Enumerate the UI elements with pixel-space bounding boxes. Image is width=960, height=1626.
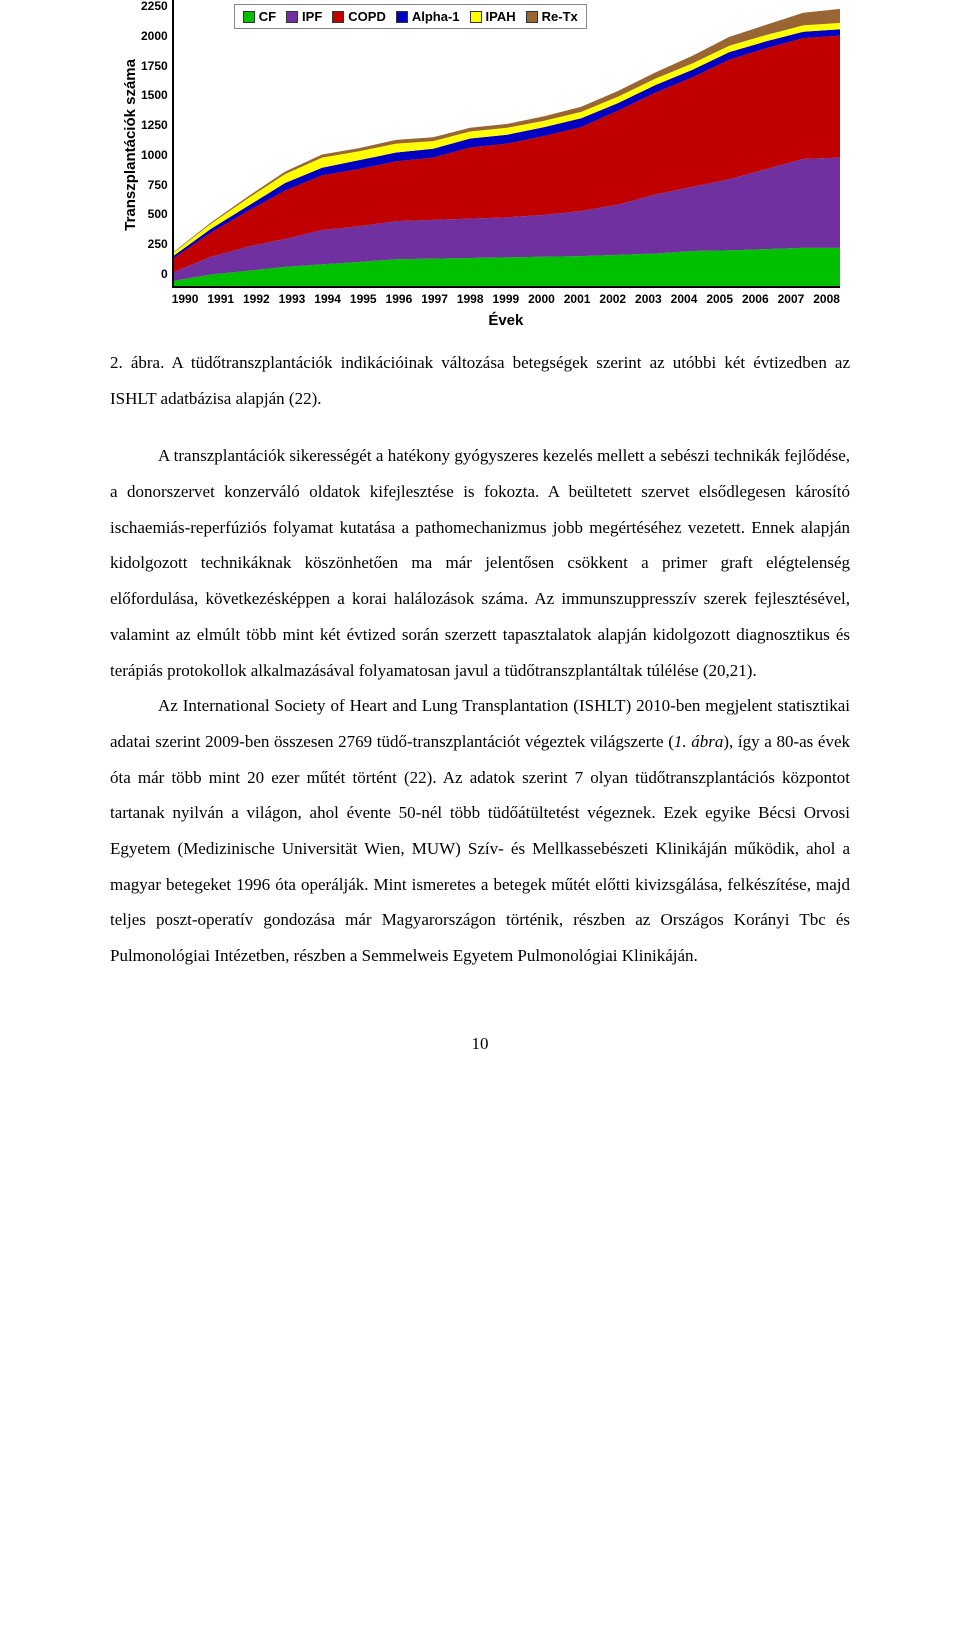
x-tick: 2004 xyxy=(671,292,698,306)
legend-item-cf: CF xyxy=(243,9,276,24)
x-tick: 1991 xyxy=(207,292,234,306)
legend-label: Alpha-1 xyxy=(412,9,460,24)
y-tick: 500 xyxy=(141,208,168,220)
chart-legend: CF IPF COPD Alpha-1 xyxy=(234,4,587,29)
x-axis-label: Évek xyxy=(172,312,840,329)
x-axis-ticks: 1990 1991 1992 1993 1994 1995 1996 1997 … xyxy=(172,288,840,306)
page-number: 10 xyxy=(110,1034,850,1054)
legend-item-ipf: IPF xyxy=(286,9,322,24)
paragraph: Az International Society of Heart and Lu… xyxy=(110,688,850,974)
legend-label: IPF xyxy=(302,9,322,24)
x-tick: 2002 xyxy=(599,292,626,306)
y-tick: 750 xyxy=(141,179,168,191)
y-tick: 0 xyxy=(141,268,168,280)
x-tick: 1999 xyxy=(492,292,519,306)
legend-label: Re-Tx xyxy=(542,9,578,24)
stacked-area-svg xyxy=(174,0,840,286)
x-tick: 2006 xyxy=(742,292,769,306)
x-tick: 1996 xyxy=(386,292,413,306)
legend-swatch-alpha1 xyxy=(396,11,408,23)
y-tick: 1250 xyxy=(141,119,168,131)
y-tick: 250 xyxy=(141,238,168,250)
legend-swatch-copd xyxy=(332,11,344,23)
y-tick: 1000 xyxy=(141,149,168,161)
y-axis-label: Transzplantációk száma xyxy=(120,59,141,231)
x-tick: 1993 xyxy=(279,292,306,306)
chart-plot-area: CF IPF COPD Alpha-1 xyxy=(172,0,840,288)
x-tick: 1995 xyxy=(350,292,377,306)
legend-swatch-ipf xyxy=(286,11,298,23)
legend-swatch-ipah xyxy=(470,11,482,23)
legend-swatch-cf xyxy=(243,11,255,23)
x-tick: 1994 xyxy=(314,292,341,306)
y-tick: 2250 xyxy=(141,0,168,12)
legend-label: COPD xyxy=(348,9,386,24)
x-tick: 2000 xyxy=(528,292,555,306)
legend-item-alpha1: Alpha-1 xyxy=(396,9,460,24)
figure-caption: 2. ábra. A tüdőtranszplantációk indikáci… xyxy=(110,345,850,416)
y-tick: 2000 xyxy=(141,30,168,42)
legend-label: IPAH xyxy=(486,9,516,24)
paragraph: A transzplantációk sikerességét a hatéko… xyxy=(110,438,850,688)
chart-container: Transzplantációk száma 2250 2000 1750 15… xyxy=(120,0,840,329)
x-tick: 1990 xyxy=(172,292,199,306)
legend-item-retx: Re-Tx xyxy=(526,9,578,24)
paragraph-text: Az International Society of Heart and Lu… xyxy=(110,696,850,965)
x-tick: 1998 xyxy=(457,292,484,306)
x-tick: 2001 xyxy=(564,292,591,306)
legend-item-copd: COPD xyxy=(332,9,386,24)
legend-label: CF xyxy=(259,9,276,24)
body-text: A transzplantációk sikerességét a hatéko… xyxy=(110,438,850,973)
x-tick: 2007 xyxy=(778,292,805,306)
x-tick: 1997 xyxy=(421,292,448,306)
y-tick: 1750 xyxy=(141,60,168,72)
y-axis-ticks: 2250 2000 1750 1500 1250 1000 750 500 25… xyxy=(141,0,168,280)
legend-swatch-retx xyxy=(526,11,538,23)
x-tick: 2008 xyxy=(813,292,840,306)
x-tick: 2005 xyxy=(706,292,733,306)
legend-item-ipah: IPAH xyxy=(470,9,516,24)
y-tick: 1500 xyxy=(141,89,168,101)
x-tick: 2003 xyxy=(635,292,662,306)
x-tick: 1992 xyxy=(243,292,270,306)
